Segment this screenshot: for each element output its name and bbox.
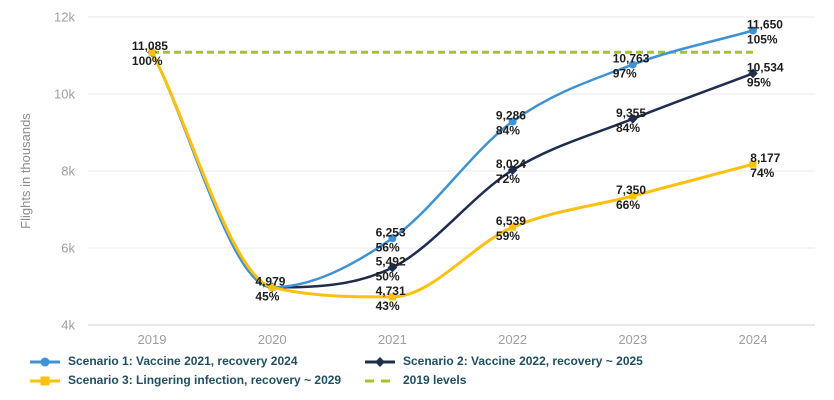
point-percent-label: 97% [613,67,637,81]
y-axis-tick-label: 6k [61,241,75,256]
data-point-square-5 [749,160,757,168]
point-percent-label: 59% [496,229,520,243]
x-axis-tick-label: 2024 [739,332,768,347]
point-value-label: 10,534 [747,60,784,74]
legend: Scenario 1: Vaccine 2021, recovery 2024 … [30,354,643,388]
y-axis-tick-label: 4k [61,318,75,333]
y-axis-title: Flights in thousands [18,113,33,229]
legend-label-scenario-1: Scenario 1: Vaccine 2021, recovery 2024 [68,354,298,368]
flights-recovery-line-chart: 12k 10k 8k 6k 4k 2019 2020 2021 2022 2023 2024 Flig… [18,10,815,347]
legend-label-scenario-2: Scenario 2: Vaccine 2022, recovery ~ 202… [403,354,643,368]
point-value-label: 5,492 [376,255,406,269]
legend-item-scenario-3[interactable]: Scenario 3: Lingering infection, recover… [30,373,365,388]
scenario-3-line-square-icon [30,376,60,385]
point-percent-label: 50% [376,270,400,284]
point-value-label: 9,286 [496,109,526,123]
point-percent-label: 72% [496,172,520,186]
data-point-circle-4 [628,60,637,69]
point-value-label: 8,024 [496,157,526,171]
x-axis-tick-label: 2019 [138,332,167,347]
point-value-label: 4,979 [255,274,285,288]
data-point-circle-2 [388,234,397,243]
scenario-2-line-diamond-icon [365,356,395,367]
x-axis-tick-label: 2022 [498,332,527,347]
legend-label-scenario-3: Scenario 3: Lingering infection, recover… [68,373,342,387]
legend-label-2019-levels: 2019 levels [403,373,467,387]
point-percent-label: 43% [376,299,400,313]
point-percent-label: 105% [747,33,778,47]
point-value-label: 9,355 [616,106,646,120]
point-percent-label: 84% [496,124,520,138]
point-percent-label: 84% [616,121,640,135]
x-axis-tick-label: 2020 [258,332,287,347]
series-line-3 [150,50,755,299]
data-point-square-0 [148,48,156,56]
dashed-line-icon [365,379,395,382]
point-value-label: 8,177 [750,151,780,165]
point-value-label: 4,731 [376,284,406,298]
y-axis-tick-label: 12k [54,10,75,25]
point-percent-label: 56% [376,240,400,254]
legend-item-scenario-1[interactable]: Scenario 1: Vaccine 2021, recovery 2024 [30,354,365,369]
point-value-label: 6,253 [376,225,406,239]
data-point-diamond-4 [628,114,638,124]
point-percent-label: 95% [747,75,771,89]
point-percent-label: 45% [255,289,279,303]
point-percent-label: 66% [616,198,640,212]
point-value-label: 7,350 [616,183,646,197]
data-point-diamond-2 [387,262,398,273]
data-point-circle-3 [508,117,517,126]
x-axis-tick-label: 2021 [378,332,407,347]
series-line-1 [150,29,755,289]
data-point-square-1 [268,283,276,291]
series-line-2 [150,50,755,289]
point-value-label: 10,763 [613,52,650,66]
data-point-diamond-5 [748,68,758,79]
point-value-label: 11,650 [747,18,783,32]
data-point-square-3 [509,223,517,231]
y-axis-tick-label: 10k [54,87,75,102]
scenario-1-line-circle-icon [30,357,60,366]
data-point-square-4 [629,192,637,200]
point-percent-label: 100% [132,54,163,68]
data-point-circle-5 [749,26,757,35]
data-point-square-2 [388,293,396,301]
data-point-diamond-3 [507,165,518,175]
x-axis-tick-label: 2023 [618,332,647,347]
legend-item-scenario-2[interactable]: Scenario 2: Vaccine 2022, recovery ~ 202… [365,354,643,369]
point-value-label: 6,539 [496,214,526,228]
point-value-label: 11,085 [132,39,168,53]
y-axis-tick-label: 8k [61,164,75,179]
legend-item-2019-levels[interactable]: 2019 levels [365,373,643,388]
point-percent-label: 74% [750,166,774,180]
